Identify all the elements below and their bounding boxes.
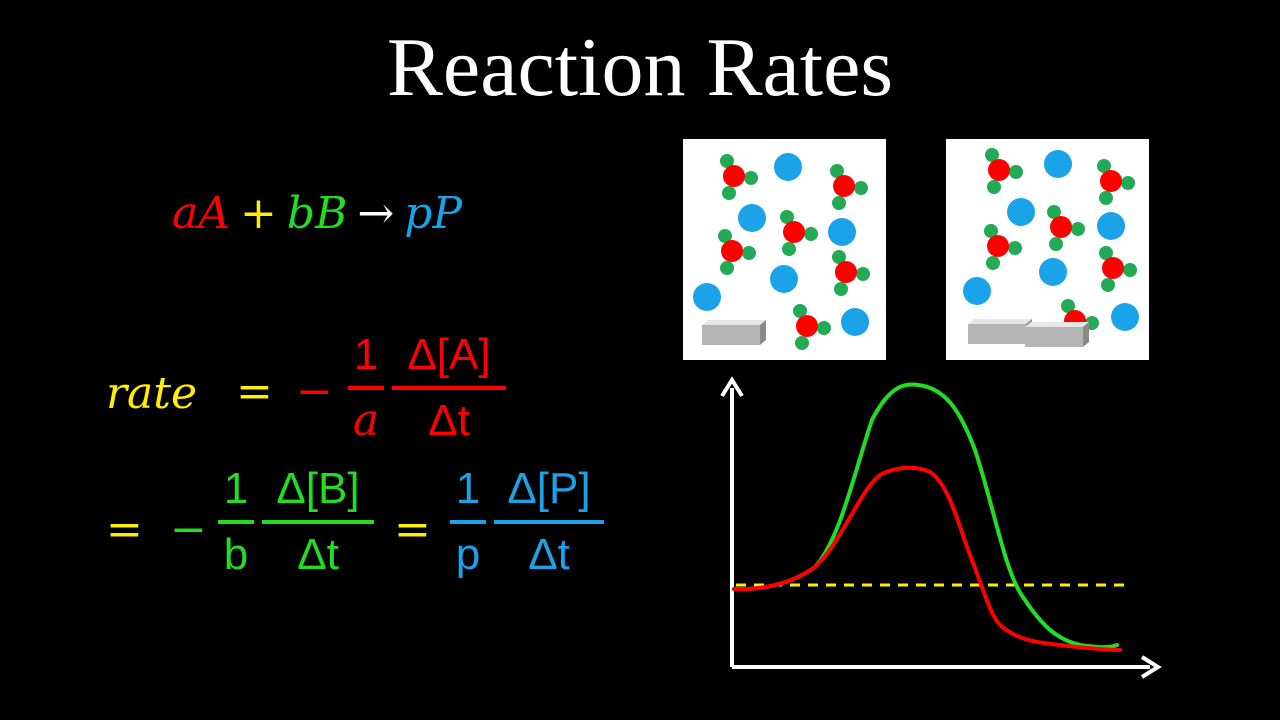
fraction-bar [392,386,506,390]
blue-molecule [738,204,766,232]
fraction-one-over-b: 1 b [218,458,254,586]
fraction-denominator: b [223,530,249,579]
fraction-denominator: Δt [528,530,570,579]
fraction-denominator: a [352,395,380,446]
plot-axes [720,376,1162,679]
minus-sign-a: − [296,366,333,417]
blue-molecule [1044,150,1072,178]
fraction-numerator: 1 [455,464,481,513]
page-title: Reaction Rates [386,21,894,114]
fraction-denominator: Δt [428,396,470,445]
fraction-bar [494,520,604,524]
species-p: P [432,188,463,239]
fraction-numerator: Δ[B] [276,464,360,513]
fraction-denominator: p [455,530,481,579]
fraction-bar [218,520,254,524]
fraction-numerator: Δ[A] [407,330,491,379]
y-axis-arrowhead [720,376,744,398]
x-axis-arrowhead [1140,655,1162,679]
fraction-bar [262,520,374,524]
fraction-numerator: 1 [223,464,249,513]
green-energy-curve [732,382,1119,650]
fraction-denominator: Δt [297,530,339,579]
minus-sign-b: − [170,504,207,555]
equals-sign-2: = [106,504,143,555]
block [968,319,1032,344]
blue-molecule [770,265,798,293]
reaction-arrow: → [357,188,395,239]
blue-molecule [1039,258,1067,286]
reaction-box-after [946,139,1149,360]
plus-sign: + [240,188,277,239]
blue-molecule [828,218,856,246]
block [1025,322,1089,347]
blue-molecules [693,153,869,336]
coefficient-p: p [404,188,433,239]
coefficient-a: a [172,188,199,239]
blue-molecule [1111,303,1139,331]
fraction-numerator: Δ[P] [507,464,591,513]
fraction-delta-a-over-delta-t: Δ[A] Δt [392,324,506,452]
species-a: A [198,188,231,239]
equals-sign-3: = [394,504,431,555]
coefficient-b: b [286,188,316,239]
fraction-delta-b-over-delta-t: Δ[B] Δt [262,458,374,586]
species-b: B [315,188,348,239]
equals-sign-1: = [236,366,273,417]
fraction-numerator: 1 [353,330,379,379]
fraction-one-over-p: 1 p [450,458,486,586]
fraction-one-over-a: 1 a [348,324,384,452]
blue-molecule [1007,198,1035,226]
blue-molecule [1097,212,1125,240]
rate-label: rate [106,368,197,419]
fraction-bar [348,386,384,390]
blue-molecules [963,150,1139,331]
reaction-box-before [683,139,886,360]
blue-molecule [774,153,802,181]
fraction-bar [450,520,486,524]
red-energy-curve [732,465,1122,652]
block [702,320,766,345]
blue-molecule [963,277,991,305]
fraction-delta-p-over-delta-t: Δ[P] Δt [494,458,604,586]
reaction-equation: aA + bB → pP [172,186,462,242]
blue-molecule [841,308,869,336]
blue-molecule [693,283,721,311]
